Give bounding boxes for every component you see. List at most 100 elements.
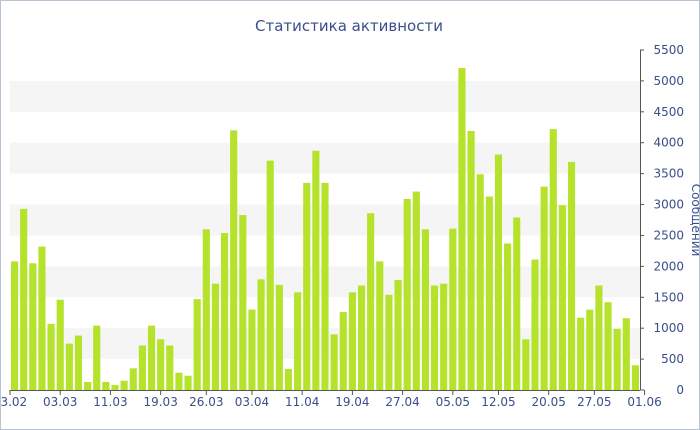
bar — [266, 160, 274, 390]
bar — [65, 343, 73, 390]
x-tick-label: 27.05 — [577, 395, 611, 409]
bar — [11, 261, 19, 390]
bar — [84, 381, 92, 390]
bar — [211, 283, 219, 390]
bar — [622, 318, 630, 390]
bar — [175, 372, 183, 390]
bar — [239, 215, 247, 390]
bar — [330, 334, 338, 390]
bar — [230, 130, 238, 390]
bar — [129, 368, 137, 390]
bar — [257, 279, 265, 390]
bar — [166, 345, 174, 390]
bar — [485, 196, 493, 390]
bar — [56, 299, 64, 390]
bar — [321, 182, 329, 390]
bar — [38, 246, 46, 390]
bar — [102, 381, 110, 390]
x-tick-label: 05.05 — [436, 395, 470, 409]
bar — [531, 259, 539, 390]
bar — [403, 198, 411, 390]
grid-band — [10, 142, 640, 174]
bar — [394, 279, 402, 390]
y-axis: 0 500 1000 1500 2000 2500 3000 3500 4000 4500 5000… — [640, 43, 684, 397]
bar — [385, 294, 393, 390]
bar — [120, 380, 128, 390]
y-tick-label: 2000 — [653, 259, 684, 273]
bar — [376, 261, 384, 390]
bar — [412, 191, 420, 390]
y-tick-label: 3000 — [653, 198, 684, 212]
bar — [202, 229, 210, 390]
x-tick-label: 20.05 — [532, 395, 566, 409]
y-tick-label: 0 — [676, 383, 684, 397]
bar — [221, 232, 229, 390]
x-tick-label: 12.05 — [481, 395, 515, 409]
bar — [29, 263, 37, 390]
bar — [284, 368, 293, 390]
x-axis: 23.02 03.03 11.03 19.03 26.03 03.04 11.04 19.04… — [0, 390, 662, 409]
bar — [184, 375, 192, 390]
grid-band — [10, 80, 640, 112]
y-axis-label: Сообщений — [689, 184, 700, 257]
x-tick-label: 19.04 — [335, 395, 369, 409]
y-tick-label: 5500 — [653, 43, 684, 57]
bar — [431, 285, 439, 390]
bar — [294, 292, 302, 390]
x-tick-label: 11.03 — [93, 395, 127, 409]
bar — [421, 229, 429, 390]
bar — [138, 345, 146, 390]
bar — [540, 186, 548, 390]
y-tick-label: 1000 — [653, 321, 684, 335]
bar — [248, 309, 256, 390]
x-tick-label: 01.06 — [627, 395, 661, 409]
x-tick-label: 03.04 — [235, 395, 269, 409]
bar — [476, 174, 484, 390]
x-tick-label: 23.02 — [0, 395, 27, 409]
bar — [558, 205, 566, 390]
bars — [11, 67, 639, 391]
bar — [522, 339, 530, 390]
bar — [586, 309, 594, 390]
bar — [47, 323, 55, 390]
bar — [577, 317, 585, 390]
bar — [193, 299, 201, 390]
bar — [147, 325, 156, 390]
bar — [367, 213, 375, 390]
x-tick-label: 11.04 — [285, 395, 319, 409]
chart-title: Статистика активности — [255, 17, 443, 35]
bar — [604, 302, 612, 390]
x-tick-label: 19.03 — [143, 395, 177, 409]
bar — [348, 292, 356, 390]
bar — [549, 129, 557, 391]
bar — [504, 243, 512, 390]
x-tick-label: 26.03 — [189, 395, 223, 409]
bar — [74, 335, 83, 390]
bar — [440, 283, 448, 390]
bar — [467, 130, 475, 390]
y-tick-label: 1500 — [653, 290, 684, 304]
bar — [312, 150, 320, 390]
y-tick-label: 4000 — [653, 136, 684, 150]
bar — [20, 208, 28, 390]
bar — [613, 328, 621, 390]
bar — [303, 182, 311, 390]
bar — [275, 284, 283, 390]
y-tick-label: 4500 — [653, 105, 684, 119]
bar — [157, 339, 165, 390]
y-tick-label: 5000 — [653, 74, 684, 88]
bar — [111, 385, 119, 390]
x-tick-label: 27.04 — [385, 395, 419, 409]
bar — [595, 285, 603, 390]
bar — [513, 217, 521, 390]
bar — [357, 285, 366, 390]
bar — [339, 312, 347, 390]
y-tick-label: 2500 — [653, 228, 684, 242]
bar — [494, 154, 503, 390]
y-tick-label: 500 — [661, 352, 684, 366]
bar — [567, 161, 576, 390]
y-tick-label: 3500 — [653, 167, 684, 181]
bar — [449, 228, 457, 390]
x-tick-label: 03.03 — [43, 395, 77, 409]
